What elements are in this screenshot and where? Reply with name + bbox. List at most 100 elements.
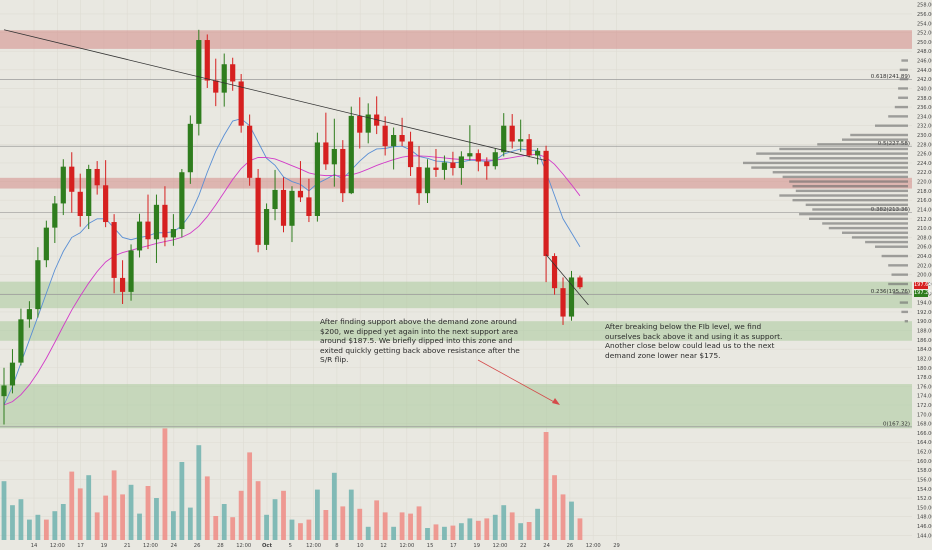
current-price-badge: 197.64: [914, 281, 932, 289]
moving-averages: [3, 118, 581, 406]
x-tick-label: 29: [613, 543, 620, 549]
candle-up: [272, 189, 278, 210]
profile-bar: [865, 240, 908, 244]
x-tick-label: 26: [194, 543, 201, 549]
volume-bar: [408, 513, 413, 540]
volume-bar: [94, 512, 100, 540]
fib-label: 0.618(241.89): [871, 74, 910, 80]
candle-down: [577, 277, 583, 288]
volume-bar: [298, 523, 303, 540]
candle-up: [153, 204, 160, 240]
profile-bar: [899, 301, 908, 304]
y-tick-label: 184.00: [917, 347, 932, 353]
candle-down: [407, 141, 414, 168]
x-tick-label: 24: [543, 543, 550, 549]
volume-bar: [425, 528, 430, 540]
volume-bar: [552, 475, 557, 540]
volume-bar: [348, 489, 354, 540]
profile-bar: [901, 310, 908, 314]
volume-bar: [314, 489, 320, 540]
y-tick-label: 154.00: [917, 487, 932, 493]
trendlines: [3, 29, 589, 306]
candle-up: [1, 385, 7, 397]
x-tick-label: 12:00: [399, 543, 414, 549]
y-tick-label: 150.00: [917, 505, 932, 511]
profile-bar: [888, 282, 908, 286]
x-tick-label: 28: [217, 543, 224, 549]
candle-up: [365, 114, 371, 133]
candle-down: [475, 153, 481, 162]
candle-up: [43, 227, 49, 261]
volume-bar: [145, 486, 151, 540]
x-tick-label: 17: [450, 543, 457, 549]
profile-bar: [743, 161, 908, 165]
profile-bar: [888, 115, 908, 118]
candle-down: [433, 167, 439, 170]
y-tick-label: 182.00: [917, 356, 932, 362]
profile-bar: [842, 138, 908, 141]
candle-up: [170, 229, 176, 238]
candle-up: [518, 139, 524, 142]
candle-down: [213, 80, 219, 93]
y-tick-label: 206.00: [917, 245, 932, 251]
y-tick-label: 218.00: [917, 189, 932, 195]
candle-down: [323, 142, 329, 165]
volume-bar: [458, 523, 464, 540]
x-tick-label: 10: [357, 543, 364, 549]
candle-down: [543, 150, 549, 257]
candle-down: [416, 167, 422, 194]
volume-bar: [238, 490, 244, 540]
profile-bar: [751, 166, 908, 169]
candle-up: [458, 156, 464, 169]
profile-bar: [891, 273, 908, 276]
volume-bar: [1, 481, 7, 540]
volume-bar: [340, 506, 346, 540]
volume-bar: [577, 518, 583, 540]
candle-up: [179, 172, 185, 230]
candle-down: [551, 256, 558, 289]
y-tick-label: 212.00: [917, 217, 932, 223]
y-tick-label: 250.00: [917, 40, 932, 46]
y-tick-label: 210.00: [917, 226, 932, 232]
volume-bar: [255, 481, 261, 540]
candle-up: [348, 115, 354, 194]
candle-down: [69, 166, 75, 192]
volume-bar: [526, 522, 532, 540]
demand-zone: [0, 384, 912, 429]
y-tick-label: 192.00: [917, 310, 932, 316]
y-tick-label: 232.00: [917, 124, 932, 130]
volume-bar: [467, 518, 473, 540]
candle-up: [26, 309, 33, 320]
profile-bar: [822, 222, 908, 225]
profile-bar: [756, 152, 908, 155]
y-tick-label: 166.00: [917, 431, 932, 437]
candle-down: [306, 197, 312, 216]
profile-bar: [881, 254, 908, 258]
y-tick-label: 188.00: [917, 329, 932, 335]
volume-bar: [86, 475, 92, 540]
y-tick-label: 158.00: [917, 468, 932, 474]
ema-slow-line: [3, 153, 581, 406]
y-tick-label: 204.00: [917, 254, 932, 260]
candle-up: [314, 142, 320, 216]
profile-bar: [805, 203, 908, 207]
profile-bar: [899, 68, 908, 72]
volume-bar: [518, 523, 524, 540]
candle-down: [230, 64, 236, 82]
current-price-badge-secondary: 197.26: [914, 290, 932, 298]
volume-bar: [247, 452, 253, 540]
candle-up: [35, 260, 41, 310]
volume-bar: [111, 470, 117, 540]
candle-up: [60, 166, 66, 204]
trendline: [3, 29, 547, 161]
candle-down: [103, 185, 109, 223]
profile-bar: [875, 124, 908, 127]
x-tick-label: 14: [31, 543, 38, 549]
volume-bar: [365, 526, 371, 540]
profile-bar: [799, 212, 908, 216]
candle-down: [94, 168, 100, 186]
volume-bar: [52, 511, 58, 540]
candle-down: [77, 191, 83, 216]
